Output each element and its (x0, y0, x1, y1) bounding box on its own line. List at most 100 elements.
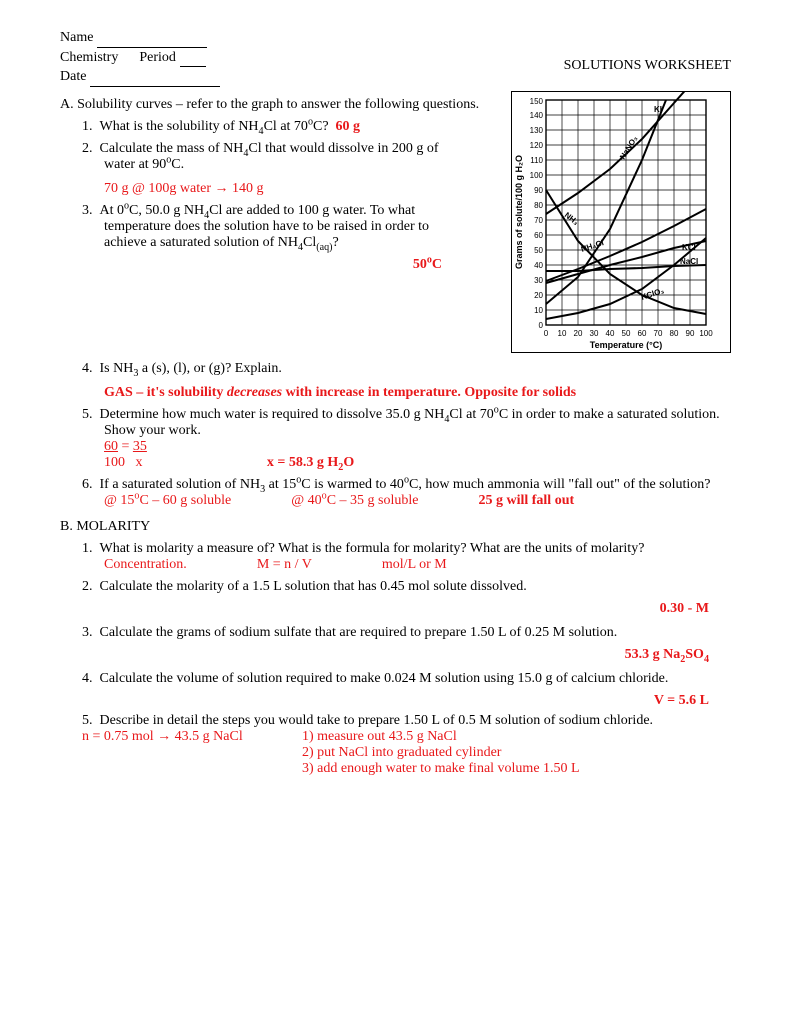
answer-part1: @ 15oC – 60 g soluble (104, 493, 231, 509)
q-num: 2. (82, 579, 93, 594)
q-text: Is NH3 a (s), (l), or (g)? Explain. (100, 361, 282, 376)
answer-part1: Concentration. (104, 557, 187, 573)
svg-text:NaCl: NaCl (680, 257, 698, 266)
question-a4: 4. Is NH3 a (s), (l), or (g)? Explain. G… (82, 361, 731, 401)
q-num: 5. (82, 407, 93, 422)
q-num: 3. (82, 625, 93, 640)
section-b-lead: B. MOLARITY (60, 519, 731, 535)
svg-text:10: 10 (558, 329, 567, 338)
answer-b3: 53.3 g Na2SO4 (625, 647, 709, 662)
q-text: Calculate the molarity of a 1.5 L soluti… (100, 579, 527, 594)
name-line: Name (60, 28, 220, 48)
svg-text:50: 50 (622, 329, 631, 338)
svg-text:KI: KI (654, 105, 662, 114)
answer-part2: @ 40oC – 35 g soluble (291, 493, 418, 509)
q-text: Calculate the grams of sodium sulfate th… (100, 625, 618, 640)
chart-svg: NaNO₃ NH₄Cl NH₃ KCl NaCl KClO₃ KI 01020 … (511, 91, 731, 353)
answer-b4: V = 5.6 L (654, 693, 709, 708)
question-a3: 3. At 0oC, 50.0 g NH4Cl are added to 100… (82, 203, 442, 273)
answer-steps: 1) measure out 43.5 g NaCl 2) put NaCl i… (302, 729, 580, 777)
q-text: What is molarity a measure of? What is t… (100, 541, 645, 556)
q-text: Calculate the volume of solution require… (100, 671, 669, 686)
q-num: 1. (82, 119, 93, 134)
q-num: 2. (82, 141, 93, 156)
svg-text:80: 80 (534, 201, 543, 210)
q-text: Determine how much water is required to … (100, 407, 720, 438)
svg-text:130: 130 (530, 126, 544, 135)
name-label: Name (60, 28, 93, 48)
svg-text:40: 40 (606, 329, 615, 338)
svg-text:100: 100 (699, 329, 713, 338)
content: NaNO₃ NH₄Cl NH₃ KCl NaCl KClO₃ KI 01020 … (60, 97, 731, 777)
answer: 50oC (413, 257, 442, 272)
question-b2: 2. Calculate the molarity of a 1.5 L sol… (82, 579, 731, 595)
worksheet-page: Name Chemistry Period Date SOLUTIONS WOR… (0, 0, 791, 1024)
q-text: If a saturated solution of NH3 at 15oC i… (100, 477, 711, 492)
question-b3: 3. Calculate the grams of sodium sulfate… (82, 625, 731, 641)
answer-b2: 0.30 - M (660, 601, 709, 616)
svg-text:30: 30 (590, 329, 599, 338)
answer-calc: n = 0.75 mol → 43.5 g NaCl (82, 729, 302, 777)
question-b5: 5. Describe in detail the steps you woul… (82, 713, 731, 777)
svg-text:KCl: KCl (682, 243, 696, 252)
answer-work: 60 = 35 100 x (104, 439, 147, 471)
svg-text:40: 40 (534, 261, 543, 270)
answer-part2: M = n / V (257, 557, 312, 573)
chem-label: Chemistry (60, 48, 118, 68)
svg-text:140: 140 (530, 111, 544, 120)
question-a1: 1. What is the solubility of NH4Cl at 70… (82, 119, 442, 135)
question-b4: 4. Calculate the volume of solution requ… (82, 671, 731, 687)
svg-text:50: 50 (534, 246, 543, 255)
date-line: Date (60, 67, 220, 87)
answer: x = 58.3 g H2O (267, 455, 354, 471)
question-a2: 2. Calculate the mass of NH4Cl that woul… (82, 141, 442, 197)
svg-text:10: 10 (534, 306, 543, 315)
chem-line: Chemistry Period (60, 48, 220, 68)
q-num: 3. (82, 203, 93, 218)
date-blank[interactable] (90, 74, 220, 87)
svg-text:60: 60 (534, 231, 543, 240)
q-text: At 0oC, 50.0 g NH4Cl are added to 100 g … (100, 203, 430, 250)
period-blank[interactable] (180, 54, 206, 67)
svg-text:150: 150 (530, 97, 544, 106)
svg-text:90: 90 (534, 186, 543, 195)
answer: 70 g @ 100g water → 140 g (104, 181, 263, 196)
chart-ylabel: Grams of solute/100 g H₂O (514, 155, 524, 269)
answer-part3: mol/L or M (382, 557, 447, 573)
svg-text:0: 0 (544, 329, 549, 338)
svg-text:20: 20 (534, 291, 543, 300)
question-b1: 1. What is molarity a measure of? What i… (82, 541, 731, 573)
svg-text:100: 100 (530, 171, 544, 180)
q-num: 6. (82, 477, 93, 492)
solubility-chart: NaNO₃ NH₄Cl NH₃ KCl NaCl KClO₃ KI 01020 … (511, 91, 731, 355)
svg-text:80: 80 (670, 329, 679, 338)
q-text: Calculate the mass of NH4Cl that would d… (100, 141, 439, 172)
question-a5: 5. Determine how much water is required … (82, 407, 731, 471)
step2: 2) put NaCl into graduated cylinder (302, 745, 580, 761)
question-a6: 6. If a saturated solution of NH3 at 15o… (82, 477, 731, 509)
worksheet-title: SOLUTIONS WORKSHEET (564, 28, 731, 87)
header-left: Name Chemistry Period Date (60, 28, 220, 87)
q-text: Describe in detail the steps you would t… (100, 713, 654, 728)
svg-text:110: 110 (530, 156, 543, 165)
svg-text:70: 70 (534, 216, 543, 225)
svg-text:20: 20 (574, 329, 583, 338)
header: Name Chemistry Period Date SOLUTIONS WOR… (60, 28, 731, 87)
answer: 60 g (336, 119, 361, 134)
svg-text:60: 60 (638, 329, 647, 338)
step3: 3) add enough water to make final volume… (302, 761, 580, 777)
q-num: 4. (82, 671, 93, 686)
q-num: 5. (82, 713, 93, 728)
svg-text:120: 120 (530, 141, 544, 150)
svg-text:90: 90 (686, 329, 695, 338)
name-blank[interactable] (97, 35, 207, 48)
chart-xlabel: Temperature (°C) (590, 340, 662, 350)
q-num: 4. (82, 361, 93, 376)
svg-text:30: 30 (534, 276, 543, 285)
step1: 1) measure out 43.5 g NaCl (302, 729, 580, 745)
answer: GAS – it's solubility decreases with inc… (104, 385, 576, 400)
q-num: 1. (82, 541, 93, 556)
date-label: Date (60, 67, 86, 87)
q-text: What is the solubility of NH4Cl at 70oC? (100, 119, 329, 134)
answer-final: 25 g will fall out (478, 493, 574, 509)
